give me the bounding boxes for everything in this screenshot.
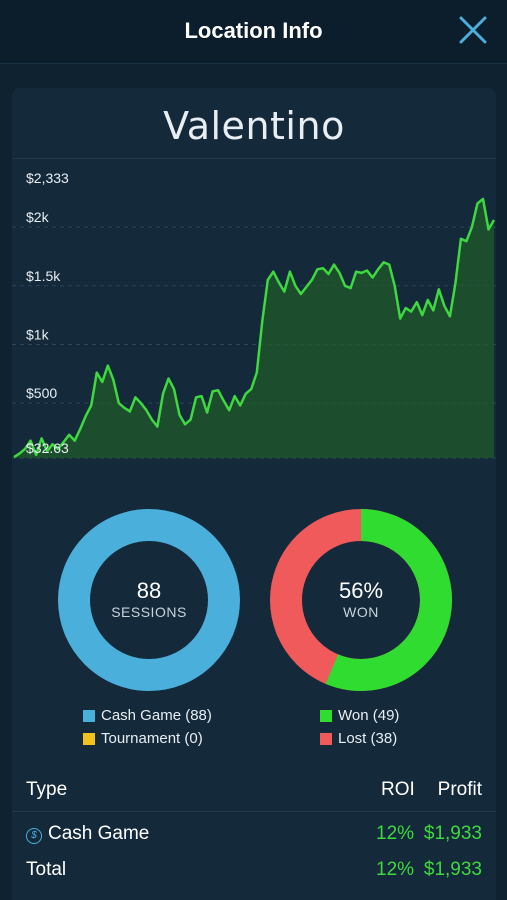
header-type: Type (26, 779, 68, 800)
legend-label: Tournament (0) (101, 730, 203, 747)
legend-swatch (320, 732, 332, 745)
y-tick-label: $32.63 (26, 440, 69, 456)
header-profit: Profit (437, 779, 482, 800)
legend-item-tournament: Tournament (0) (83, 727, 212, 750)
page-title: Location Info (184, 18, 323, 43)
total-profit: $1,933 (423, 859, 482, 880)
legend-swatch (83, 732, 95, 745)
y-tick-label: $2k (26, 209, 50, 225)
results-table: Type ROI Profit $ Cash Game 12% $1,933 To… (12, 768, 496, 884)
sessions-donut-svg (58, 509, 240, 691)
won-label: WON (343, 604, 379, 620)
row-type: $ Cash Game (26, 823, 149, 845)
profit-chart-svg: $2,333 $2k $1.5k $1k $500 $32.63 (12, 170, 496, 459)
total-roi: 12% (376, 859, 415, 880)
location-card: Valentino $2,333 $2k $1.5k $1k $500 $32.63 88… (12, 88, 496, 900)
top-bar: Location Info (0, 0, 507, 64)
dollar-coin-icon: $ (26, 828, 42, 844)
legend-item-lost: Lost (38) (320, 727, 399, 750)
location-name: Valentino (163, 104, 345, 148)
won-donut: 56% WON (269, 508, 453, 692)
profit-line (13, 197, 496, 459)
sessions-donut: 88 SESSIONS (57, 508, 241, 692)
legend-swatch (320, 709, 332, 722)
legend-label: Won (49) (338, 707, 400, 724)
header-roi: ROI (381, 779, 415, 800)
table-total-row: Total 12% $1,933 (12, 848, 496, 884)
legend-label: Lost (38) (338, 730, 398, 747)
profit-chart: $2,333 $2k $1.5k $1k $500 $32.63 (12, 160, 496, 470)
sessions-ring (58, 509, 240, 691)
total-label: Total (26, 859, 67, 880)
legend-swatch (83, 709, 95, 722)
legend-sessions: Cash Game (88) Tournament (0) (83, 704, 212, 750)
won-ring (270, 509, 452, 691)
legend-item-won: Won (49) (320, 704, 399, 727)
legend-results: Won (49) Lost (38) (320, 704, 399, 750)
y-tick-label: $2,333 (26, 170, 69, 186)
legend-label: Cash Game (88) (101, 707, 212, 724)
profit-area (14, 198, 494, 458)
table-header: Type ROI Profit (12, 768, 496, 812)
sessions-label: SESSIONS (111, 604, 187, 620)
divider (12, 158, 496, 159)
sessions-count: 88 (136, 578, 162, 603)
y-tick-label: $1.5k (26, 268, 61, 284)
close-icon[interactable] (457, 14, 489, 46)
row-profit: $1,933 (423, 823, 482, 844)
legend-item-cash-game: Cash Game (88) (83, 704, 212, 727)
row-type-label: Cash Game (48, 823, 150, 844)
table-row[interactable]: $ Cash Game 12% $1,933 (12, 812, 496, 848)
won-percent: 56% (338, 578, 384, 603)
row-roi: 12% (376, 823, 415, 844)
y-tick-label: $1k (26, 326, 50, 342)
y-tick-label: $500 (26, 385, 57, 401)
won-donut-svg (270, 509, 452, 691)
